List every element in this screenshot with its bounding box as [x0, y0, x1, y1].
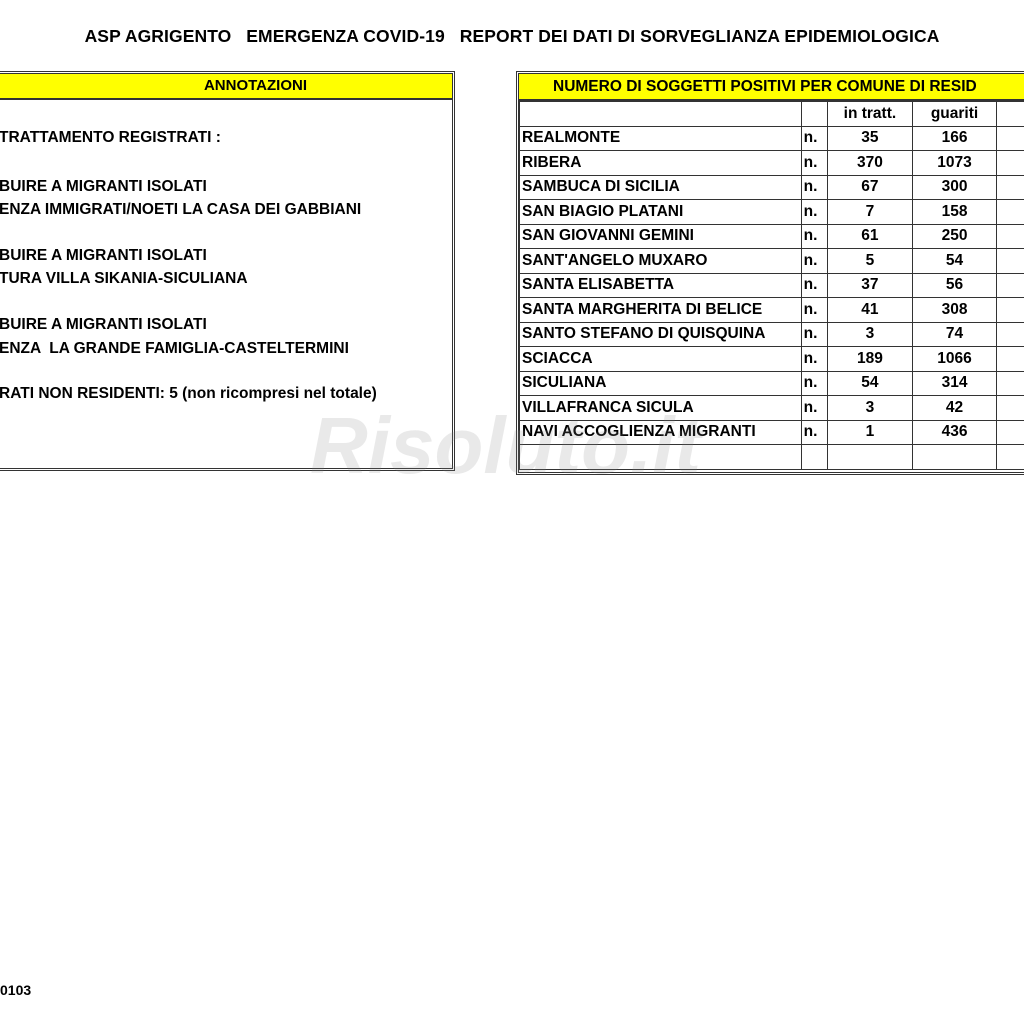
unit-label: n.: [800, 125, 828, 151]
page-title: ASP AGRIGENTO EMERGENZA COVID-19 REPORT …: [84, 26, 940, 46]
comune-name: SANTA ELISABETTA: [519, 272, 802, 298]
unit-label: n.: [800, 346, 828, 372]
table-row: SANT'ANGELO MUXARO n. 5 54: [519, 248, 1024, 274]
guariti-value: 158: [912, 199, 997, 225]
table-row: SAMBUCA DI SICILIA n. 67 300: [519, 174, 1024, 200]
column-header-in-tratt: in tratt.: [826, 101, 914, 127]
positives-table: NUMERO DI SOGGETTI POSITIVI PER COMUNE D…: [516, 71, 1024, 475]
table-row: SANTA MARGHERITA DI BELICE n. 41 308: [519, 297, 1024, 323]
annotation-line: ENZA IMMIGRATI/NOETI LA CASA DEI GABBIAN…: [0, 201, 362, 218]
column-header-guariti: guariti: [912, 101, 997, 127]
table-row: REALMONTE n. 35 166: [519, 125, 1024, 151]
unit-label: n.: [800, 419, 828, 445]
comune-name: SAN BIAGIO PLATANI: [519, 199, 802, 225]
guariti-value: 74: [912, 321, 997, 347]
table-row: SICULIANA n. 54 314: [519, 370, 1024, 396]
unit-label: n.: [800, 174, 828, 200]
table-row: SAN BIAGIO PLATANI n. 7 158: [519, 199, 1024, 225]
table-row: SCIACCA n. 189 1066: [519, 346, 1024, 372]
unit-label: n.: [800, 395, 828, 421]
table-row: VILLAFRANCA SICULA n. 3 42: [519, 395, 1024, 421]
table-row: SANTA ELISABETTA n. 37 56: [519, 272, 1024, 298]
unit-label: n.: [800, 199, 828, 225]
unit-label: n.: [800, 297, 828, 323]
in-tratt-value: 1: [826, 419, 914, 445]
comune-name: SICULIANA: [519, 370, 802, 396]
in-tratt-value: 37: [826, 272, 914, 298]
guariti-value: 166: [912, 125, 997, 151]
annotation-line: RATI NON RESIDENTI: 5 (non ricompresi ne…: [0, 385, 377, 402]
guariti-value: 54: [912, 248, 997, 274]
comune-name: VILLAFRANCA SICULA: [519, 395, 802, 421]
unit-label: n.: [800, 150, 828, 176]
unit-label: n.: [800, 321, 828, 347]
in-tratt-value: 3: [826, 395, 914, 421]
unit-label: n.: [800, 272, 828, 298]
annotation-line: ENZA LA GRANDE FAMIGLIA-CASTELTERMINI: [0, 340, 349, 357]
in-tratt-value: 189: [826, 346, 914, 372]
annotations-header: ANNOTAZIONI: [0, 74, 452, 100]
guariti-value: 436: [912, 419, 997, 445]
table-row: RIBERA n. 370 1073: [519, 150, 1024, 176]
comune-name: SANTA MARGHERITA DI BELICE: [519, 297, 802, 323]
comune-name: SANTO STEFANO DI QUISQUINA: [519, 321, 802, 347]
comune-name: SCIACCA: [519, 346, 802, 372]
guariti-value: 56: [912, 272, 997, 298]
in-tratt-value: 35: [826, 125, 914, 151]
guariti-value: 308: [912, 297, 997, 323]
unit-label: n.: [800, 248, 828, 274]
in-tratt-value: 7: [826, 199, 914, 225]
footer-code: 0103: [0, 982, 32, 998]
annotation-line: BUIRE A MIGRANTI ISOLATI: [0, 316, 207, 333]
annotation-line: BUIRE A MIGRANTI ISOLATI: [0, 178, 207, 195]
comune-name: SAMBUCA DI SICILIA: [519, 174, 802, 200]
column-header-row: in tratt. guariti: [519, 101, 1024, 127]
guariti-value: 1066: [912, 346, 997, 372]
guariti-value: 300: [912, 174, 997, 200]
in-tratt-value: 61: [826, 223, 914, 249]
annotation-line: TURA VILLA SIKANIA-SICULIANA: [0, 270, 248, 287]
table-row: SAN GIOVANNI GEMINI n. 61 250: [519, 223, 1024, 249]
annotation-line: BUIRE A MIGRANTI ISOLATI: [0, 247, 207, 264]
comune-name: SAN GIOVANNI GEMINI: [519, 223, 802, 249]
empty-row: [519, 444, 1024, 470]
unit-label: n.: [800, 370, 828, 396]
guariti-value: 1073: [912, 150, 997, 176]
guariti-value: 250: [912, 223, 997, 249]
table-row: SANTO STEFANO DI QUISQUINA n. 3 74: [519, 321, 1024, 347]
in-tratt-value: 54: [826, 370, 914, 396]
guariti-value: 314: [912, 370, 997, 396]
comune-name: REALMONTE: [519, 125, 802, 151]
in-tratt-value: 370: [826, 150, 914, 176]
in-tratt-value: 5: [826, 248, 914, 274]
table-row: NAVI ACCOGLIENZA MIGRANTI n. 1 436: [519, 419, 1024, 445]
annotation-line: TRATTAMENTO REGISTRATI :: [0, 129, 221, 146]
comune-name: NAVI ACCOGLIENZA MIGRANTI: [519, 419, 802, 445]
annotations-box: ANNOTAZIONI TRATTAMENTO REGISTRATI : BUI…: [0, 71, 455, 471]
in-tratt-value: 41: [826, 297, 914, 323]
in-tratt-value: 67: [826, 174, 914, 200]
guariti-value: 42: [912, 395, 997, 421]
comune-name: RIBERA: [519, 150, 802, 176]
table-header: NUMERO DI SOGGETTI POSITIVI PER COMUNE D…: [519, 74, 1024, 101]
unit-label: n.: [800, 223, 828, 249]
comune-name: SANT'ANGELO MUXARO: [519, 248, 802, 274]
in-tratt-value: 3: [826, 321, 914, 347]
